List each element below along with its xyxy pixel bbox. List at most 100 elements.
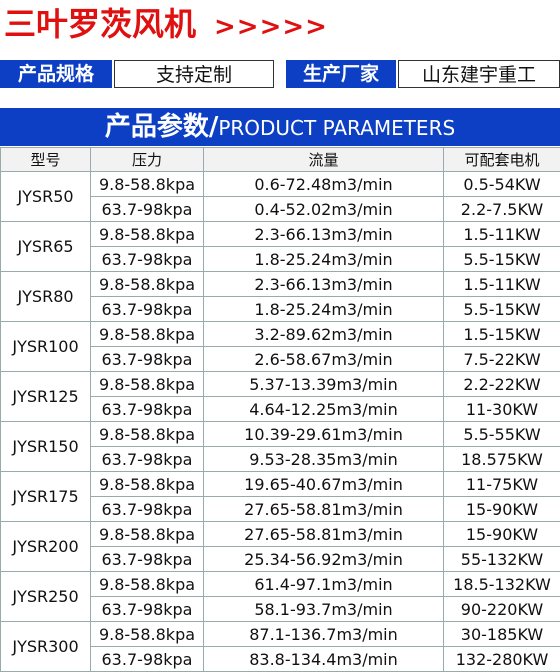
data-cell: 132-280KW (443, 646, 560, 672)
data-cell: 0.6-72.48m3/min (203, 171, 444, 197)
data-row: JYSR125 9.8-58.8kpa 5.37-13.39m3/min 2.2-22… (0, 371, 560, 422)
data-cell: 9.8-58.8kpa (90, 421, 204, 447)
model-cell: JYSR300 (0, 621, 91, 672)
data-row: JYSR80 9.8-58.8kpa 2.3-66.13m3/min 1.5-11KW (0, 271, 560, 322)
data-cell: 63.7-98kpa (90, 346, 204, 372)
data-cell: 30-185KW (443, 621, 560, 647)
data-row: 63.7-98kpa 58.1-93.7m3/min 90-220KW (1, 596, 560, 622)
data-cell: 27.65-58.81m3/min (203, 496, 444, 522)
data-row: JYSR150 9.8-58.8kpa 10.39-29.61m3/min 5.5-5… (0, 421, 560, 472)
header-cell: 可配套电机 (443, 147, 560, 172)
data-cell: 1.5-15KW (443, 321, 560, 347)
data-cell: 10.39-29.61m3/min (203, 421, 444, 447)
data-cell: 11-30KW (443, 396, 560, 422)
data-cell: 5.5-15KW (443, 296, 560, 322)
data-cell: 83.8-134.4m3/min (203, 646, 444, 672)
data-cell: 87.1-136.7m3/min (203, 621, 444, 647)
data-cell: 18.575KW (443, 446, 560, 472)
data-cell: 5.5-55KW (443, 421, 560, 447)
data-row: JYSR300 9.8-58.8kpa 87.1-136.7m3/min 30-185… (0, 621, 560, 672)
data-cell: 2.3-66.13m3/min (203, 221, 444, 247)
model-cell: JYSR250 (0, 571, 91, 622)
data-cell: 9.8-58.8kpa (90, 471, 204, 497)
data-cell: 9.8-58.8kpa (90, 621, 204, 647)
data-row: 63.7-98kpa 83.8-134.4m3/min 132-280KW (1, 646, 560, 672)
banner-subtitle: PRODUCT PARAMETERS (218, 116, 456, 140)
spec-label: 产品规格 (0, 60, 112, 88)
data-cell: 63.7-98kpa (90, 496, 204, 522)
data-row: 63.7-98kpa 0.4-52.02m3/min 2.2-7.5KW (1, 196, 560, 222)
data-row: JYSR65 9.8-58.8kpa 2.3-66.13m3/min 1.5-11KW (0, 221, 560, 272)
parameter-table: 型号 压力 流量 可配套电机 JYSR50 9.8-58.8kpa 0.6-72.48m3/… (0, 147, 560, 672)
header-row: 型号 压力 流量 可配套电机 (0, 147, 560, 172)
model-cell: JYSR80 (0, 271, 91, 322)
header-cell: 流量 (203, 147, 444, 172)
data-row: JYSR250 9.8-58.8kpa 61.4-97.1m3/min 18.5-13… (0, 571, 560, 622)
data-cell: 63.7-98kpa (90, 196, 204, 222)
data-row: 63.7-98kpa 25.34-56.92m3/min 55-132KW (1, 546, 560, 572)
data-cell: 1.5-11KW (443, 271, 560, 297)
data-cell: 63.7-98kpa (90, 646, 204, 672)
data-cell: 15-90KW (443, 496, 560, 522)
data-row: 63.7-98kpa 9.53-28.35m3/min 18.575KW (1, 446, 560, 472)
banner-title: 产品参数/ (104, 112, 219, 142)
title-arrows: >>>>> (214, 12, 328, 42)
data-row: JYSR200 9.8-58.8kpa 27.65-58.81m3/min 15-90… (0, 521, 560, 572)
data-cell: 1.5-11KW (443, 221, 560, 247)
data-cell: 9.8-58.8kpa (90, 221, 204, 247)
data-cell: 1.8-25.24m3/min (203, 296, 444, 322)
data-cell: 5.37-13.39m3/min (203, 371, 444, 397)
data-row: JYSR175 9.8-58.8kpa 19.65-40.67m3/min 11-75… (0, 471, 560, 522)
data-cell: 2.2-22KW (443, 371, 560, 397)
data-row: 63.7-98kpa 1.8-25.24m3/min 5.5-15KW (1, 296, 560, 322)
data-cell: 2.3-66.13m3/min (203, 271, 444, 297)
data-cell: 58.1-93.7m3/min (203, 596, 444, 622)
data-row: JYSR50 9.8-58.8kpa 0.6-72.48m3/min 0.5-54KW (0, 171, 560, 222)
data-cell: 3.2-89.62m3/min (203, 321, 444, 347)
data-cell: 2.6-58.67m3/min (203, 346, 444, 372)
data-cell: 63.7-98kpa (90, 446, 204, 472)
header-cell: 压力 (90, 147, 204, 172)
data-cell: 9.8-58.8kpa (90, 171, 204, 197)
data-cell: 9.8-58.8kpa (90, 521, 204, 547)
data-cell: 63.7-98kpa (90, 296, 204, 322)
data-cell: 63.7-98kpa (90, 596, 204, 622)
model-cell: JYSR65 (0, 221, 91, 272)
data-row: 63.7-98kpa 2.6-58.67m3/min 7.5-22KW (1, 346, 560, 372)
data-cell: 9.53-28.35m3/min (203, 446, 444, 472)
model-cell: JYSR200 (0, 521, 91, 572)
maker-label: 生产厂家 (286, 60, 396, 88)
data-cell: 9.8-58.8kpa (90, 571, 204, 597)
data-cell: 9.8-58.8kpa (90, 371, 204, 397)
data-cell: 4.64-12.25m3/min (203, 396, 444, 422)
data-cell: 63.7-98kpa (90, 246, 204, 272)
model-cell: JYSR100 (0, 321, 91, 372)
header-cell: 型号 (0, 147, 91, 172)
data-cell: 61.4-97.1m3/min (203, 571, 444, 597)
data-cell: 11-75KW (443, 471, 560, 497)
data-cell: 15-90KW (443, 521, 560, 547)
data-row: JYSR100 9.8-58.8kpa 3.2-89.62m3/min 1.5-15K… (0, 321, 560, 372)
data-cell: 2.2-7.5KW (443, 196, 560, 222)
data-cell: 19.65-40.67m3/min (203, 471, 444, 497)
data-row: 63.7-98kpa 1.8-25.24m3/min 5.5-15KW (1, 246, 560, 272)
spec-value: 支持定制 (114, 60, 274, 88)
data-cell: 0.5-54KW (443, 171, 560, 197)
data-cell: 1.8-25.24m3/min (203, 246, 444, 272)
data-cell: 55-132KW (443, 546, 560, 572)
title-text: 三叶罗茨风机 (4, 5, 197, 43)
data-row: 63.7-98kpa 27.65-58.81m3/min 15-90KW (1, 496, 560, 522)
data-cell: 18.5-132KW (443, 571, 560, 597)
model-cell: JYSR125 (0, 371, 91, 422)
data-cell: 63.7-98kpa (90, 546, 204, 572)
data-cell: 9.8-58.8kpa (90, 271, 204, 297)
data-cell: 90-220KW (443, 596, 560, 622)
data-cell: 27.65-58.81m3/min (203, 521, 444, 547)
model-cell: JYSR50 (0, 171, 91, 222)
data-cell: 63.7-98kpa (90, 396, 204, 422)
model-cell: JYSR150 (0, 421, 91, 472)
data-cell: 25.34-56.92m3/min (203, 546, 444, 572)
banner: 产品参数/PRODUCT PARAMETERS (0, 108, 560, 146)
data-cell: 9.8-58.8kpa (90, 321, 204, 347)
